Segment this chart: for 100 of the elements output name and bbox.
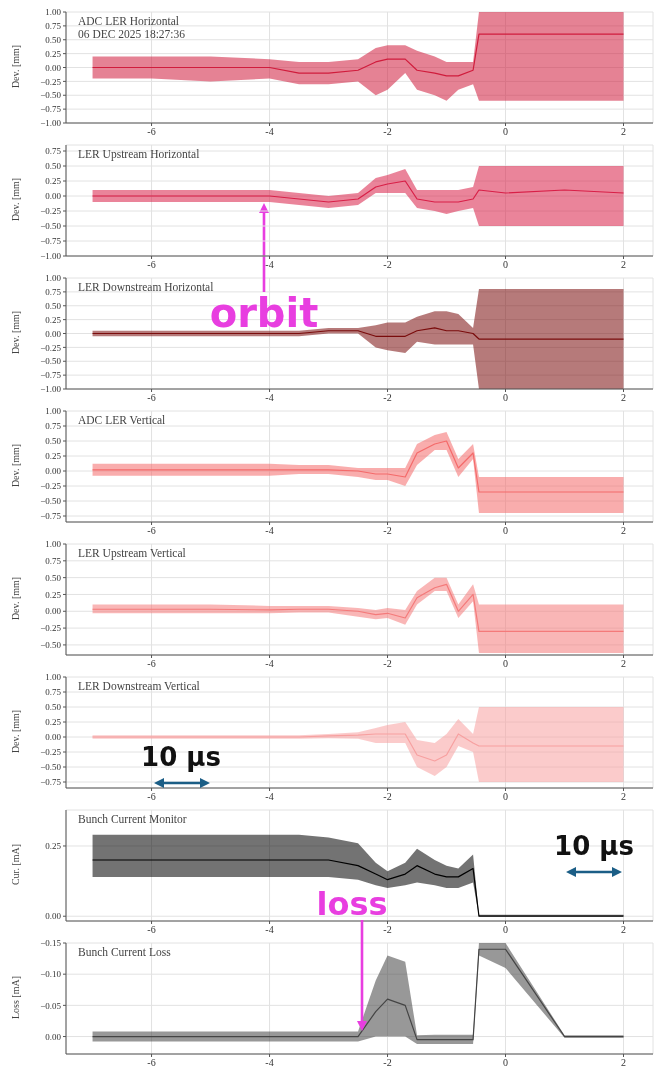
y-tick-label: 0.25 [45, 841, 62, 852]
y-tick-label: 0.00 [45, 466, 62, 477]
annotation: 10 µs [141, 742, 221, 772]
y-tick-label: 0.50 [45, 436, 62, 447]
chart-title: LER Upstream Vertical [78, 547, 186, 560]
chart-title: Bunch Current Loss [78, 946, 171, 959]
x-tick-label: -2 [383, 259, 392, 271]
y-tick-label: −0.75 [40, 511, 62, 522]
x-tick-label: -4 [265, 259, 274, 271]
y-axis-title: Dev. [mm] [10, 44, 21, 89]
y-tick-label: 1.00 [45, 672, 62, 683]
y-axis-title: Cur. [mA] [10, 843, 21, 886]
y-axis-title: Dev. [mm] [10, 177, 21, 222]
y-tick-label: −0.50 [40, 496, 62, 507]
y-tick-label: 1.00 [45, 539, 62, 550]
x-tick-label: -6 [147, 924, 156, 936]
y-tick-label: −0.75 [40, 104, 62, 115]
y-tick-label: 0.00 [45, 732, 62, 743]
y-tick-label: −0.25 [40, 481, 62, 492]
y-tick-label: 0.25 [45, 589, 62, 600]
x-tick-label: -4 [265, 525, 274, 537]
y-axis-title: Dev. [mm] [10, 443, 21, 488]
x-tick-label: -6 [147, 126, 156, 138]
x-tick-label: 2 [621, 791, 626, 803]
y-tick-label: −1.00 [40, 118, 62, 129]
x-tick-label: -2 [383, 791, 392, 803]
y-tick-label: 0.75 [45, 21, 62, 32]
y-tick-label: 0.00 [45, 191, 62, 202]
y-axis-title: Dev. [mm] [10, 709, 21, 754]
x-tick-label: -2 [383, 392, 392, 404]
x-tick-label: 2 [621, 525, 626, 537]
y-tick-label: −0.75 [40, 777, 62, 788]
x-tick-label: -2 [383, 1057, 392, 1069]
y-tick-label: −0.25 [40, 342, 62, 353]
y-tick-label: −0.15 [40, 938, 62, 949]
x-tick-label: 0 [503, 259, 509, 271]
x-tick-label: -6 [147, 791, 156, 803]
y-tick-label: 0.25 [45, 314, 62, 325]
x-tick-label: -4 [265, 1057, 274, 1069]
chart-title: LER Upstream Horizontal [78, 148, 200, 161]
x-tick-label: 0 [503, 525, 509, 537]
y-axis-title: Loss [mA] [10, 975, 21, 1020]
x-tick-label: -4 [265, 791, 274, 803]
y-tick-label: 0.75 [45, 687, 62, 698]
y-tick-label: −0.50 [40, 90, 62, 101]
x-tick-label: 2 [621, 126, 626, 138]
y-tick-label: 0.00 [45, 328, 62, 339]
x-tick-label: 2 [621, 259, 626, 271]
y-tick-label: −0.50 [40, 221, 62, 232]
x-tick-label: 0 [503, 791, 509, 803]
x-tick-label: -2 [383, 126, 392, 138]
x-tick-label: -4 [265, 392, 274, 404]
y-tick-label: 1.00 [45, 7, 62, 18]
x-tick-label: -4 [265, 924, 274, 936]
x-tick-label: 2 [621, 392, 626, 404]
line-series [91, 583, 625, 633]
y-tick-label: −1.00 [40, 251, 62, 262]
x-tick-label: 2 [621, 658, 626, 670]
y-axis-title: Dev. [mm] [10, 576, 21, 621]
x-tick-label: -4 [265, 126, 274, 138]
text: 06 DEC 2025 18:27:36 [78, 28, 186, 41]
x-tick-label: 0 [503, 924, 509, 936]
x-tick-label: 0 [503, 392, 509, 404]
y-tick-label: 1.00 [45, 406, 62, 417]
x-tick-label: 2 [621, 924, 626, 936]
line-series [91, 327, 625, 340]
y-tick-label: 0.00 [45, 1031, 62, 1042]
chart-title: Bunch Current Monitor [78, 813, 187, 826]
x-tick-label: 0 [503, 658, 509, 670]
y-tick-label: −0.05 [40, 1000, 62, 1011]
annotation: 10 µs [554, 831, 634, 861]
y-tick-label: 0.50 [45, 300, 62, 311]
y-tick-label: −0.75 [40, 370, 62, 381]
y-tick-label: 0.00 [45, 606, 62, 617]
x-tick-label: -2 [383, 525, 392, 537]
y-tick-label: 0.00 [45, 911, 62, 922]
x-tick-label: 0 [503, 126, 509, 138]
x-tick-label: -6 [147, 1057, 156, 1069]
y-axis-title: Dev. [mm] [10, 310, 21, 355]
chart-title: ADC LER Horizontal [78, 15, 180, 28]
x-tick-label: -4 [265, 658, 274, 670]
y-tick-label: −0.50 [40, 640, 62, 651]
y-tick-label: −0.50 [40, 356, 62, 367]
x-tick-label: -2 [383, 924, 392, 936]
y-tick-label: 0.25 [45, 451, 62, 462]
y-tick-label: 0.75 [45, 556, 62, 567]
chart-title: ADC LER Vertical [78, 414, 166, 427]
y-tick-label: 0.75 [45, 287, 62, 298]
y-tick-label: 0.25 [45, 717, 62, 728]
x-tick-label: -6 [147, 525, 156, 537]
line-series [91, 859, 625, 917]
y-tick-label: −0.50 [40, 762, 62, 773]
y-tick-label: 0.50 [45, 572, 62, 583]
x-tick-label: -6 [147, 259, 156, 271]
line-series [91, 180, 625, 203]
x-tick-label: -2 [383, 658, 392, 670]
y-tick-label: 0.75 [45, 146, 62, 157]
y-tick-label: −0.25 [40, 76, 62, 87]
y-tick-label: −0.10 [40, 969, 62, 980]
y-tick-label: 0.75 [45, 421, 62, 432]
